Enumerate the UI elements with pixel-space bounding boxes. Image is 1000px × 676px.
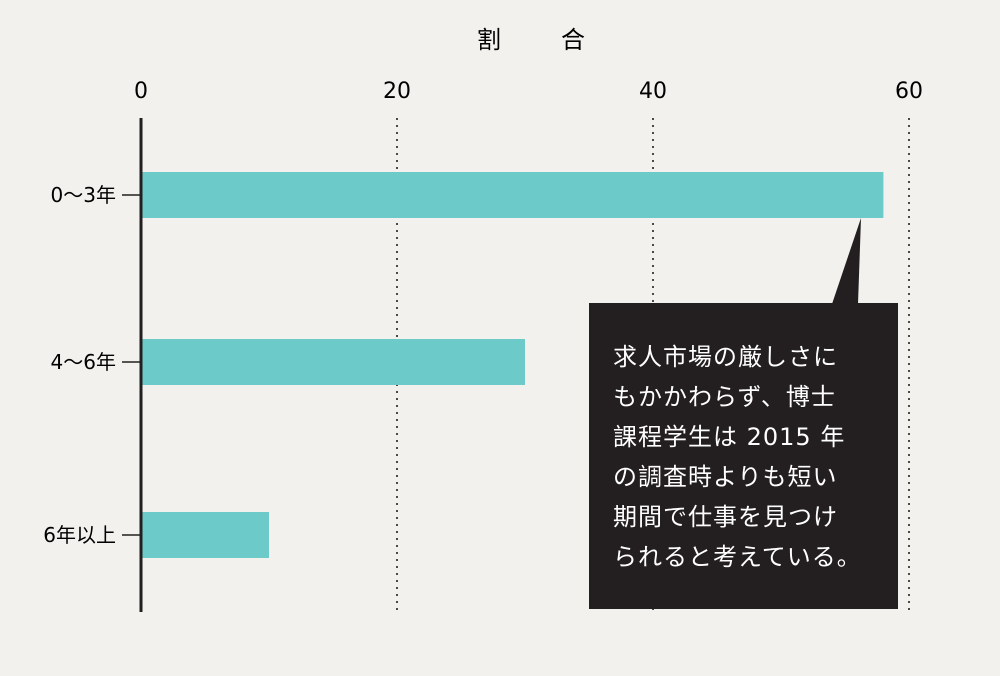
callout-box: 求人市場の厳しさに もかかわらず、博士 課程学生は 2015 年 の調査時よりも… [589,303,898,609]
category-label: 4～6年 [51,350,116,374]
callout-line: もかかわらず、博士 [613,383,836,411]
callout-line: 求人市場の厳しさに [613,343,838,371]
category-labels: 0～3年 4～6年 6年以上 [43,183,140,547]
x-tick-label: 20 [383,79,411,104]
callout-line: の調査時よりも短い [613,463,838,491]
x-tick-label: 0 [134,79,148,104]
callout-line: 期間で仕事を見つけ [613,503,838,531]
callout-pointer [832,218,861,304]
bar [141,339,525,385]
x-tick-label: 40 [639,79,667,104]
category-label: 0～3年 [51,183,116,207]
x-axis-title: 割 合 [477,26,603,54]
bar [141,172,884,218]
bars [141,172,884,558]
callout-line: 課程学生は 2015 年 [613,423,846,451]
category-label: 6年以上 [43,523,116,547]
callout-line: られると考えている。 [613,543,862,571]
bar [141,512,269,558]
x-ticks: 0 20 40 60 [134,79,923,104]
x-tick-label: 60 [895,79,923,104]
